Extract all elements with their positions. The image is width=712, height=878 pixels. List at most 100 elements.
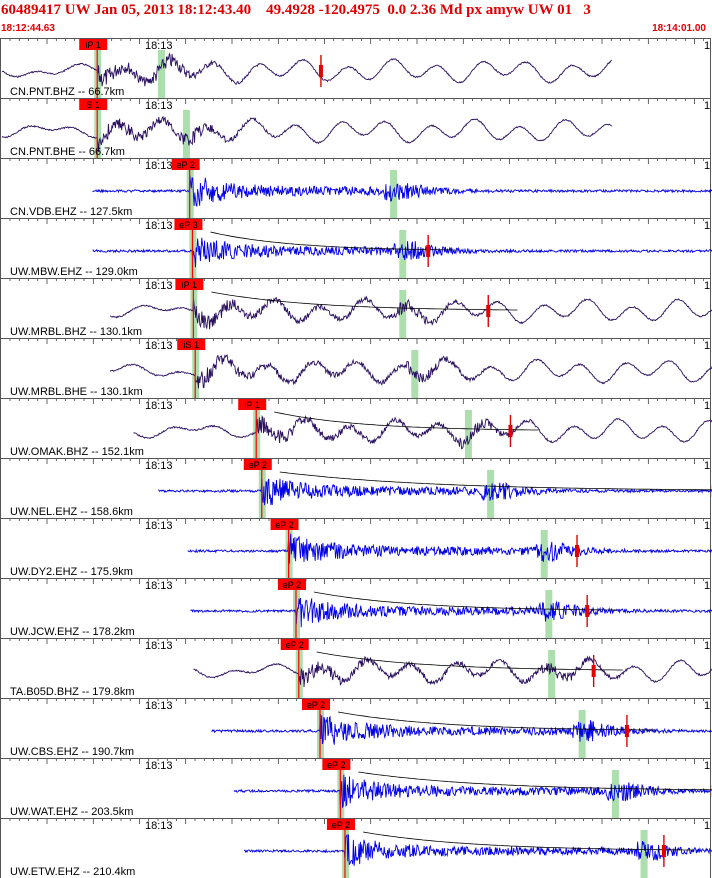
time-label: 18:13 — [145, 40, 173, 52]
s-pick-window — [611, 770, 619, 818]
coda-curve — [337, 711, 656, 731]
time-label: 18:13 — [145, 760, 173, 772]
pick-box — [243, 459, 272, 470]
event-header: 60489417 UW Jan 05, 2013 18:12:43.40 49.… — [0, 0, 712, 38]
s-pick-window — [390, 170, 398, 218]
s-pick-window — [182, 110, 190, 158]
pick-box — [326, 819, 355, 830]
scale-label: 1 — [704, 100, 710, 112]
time-label: 18:13 — [145, 460, 173, 472]
panel-frame — [0, 818, 711, 878]
scale-label: 1 — [704, 760, 710, 772]
station-label: UW.MRBL.BHZ -- 130.1km — [10, 326, 142, 338]
pick-label: iP 1 — [245, 400, 260, 410]
station-label: CN.PNT.BHZ -- 66.7km — [10, 86, 124, 98]
window-end-time: 18:14:01.00 — [652, 23, 706, 34]
scale-label: 1 — [704, 700, 710, 712]
station-label: UW.MRBL.BHE -- 130.1km — [10, 386, 143, 398]
waveform-trace — [190, 597, 712, 628]
scale-label: 1 — [704, 400, 710, 412]
time-label: 18:13 — [145, 100, 173, 112]
coda-curve — [362, 831, 693, 851]
pick-box — [79, 99, 108, 110]
coda-curve — [274, 411, 539, 431]
pick-box — [322, 759, 351, 770]
pick-label: eP 2 — [275, 520, 293, 530]
s-pick-window — [548, 650, 556, 698]
time-label: 18:13 — [145, 700, 173, 712]
coda-curve — [313, 591, 617, 611]
waveform-trace — [1, 115, 612, 153]
station-label: UW.DY2.EHZ -- 175.9km — [10, 566, 133, 578]
pick-label: eP 2 — [286, 640, 304, 650]
waveform-trace — [233, 774, 712, 810]
coda-curve — [210, 231, 457, 251]
station-label: TA.B05D.BHZ -- 179.8km — [10, 686, 135, 698]
seismogram-panels: 18:13 1 iP 1 CN.PNT.BHZ -- 66.7km 18:13 1 S 1 C… — [0, 38, 712, 878]
waveform-trace — [92, 237, 712, 268]
waveform-trace — [211, 713, 712, 745]
pick-label: eP 2 — [327, 760, 345, 770]
coda-curve — [279, 471, 712, 491]
scale-label: 1 — [704, 460, 710, 472]
station-label: UW.JCW.EHZ -- 178.2km — [10, 626, 135, 638]
pick-label: iP 1 — [86, 40, 101, 50]
scale-label: 1 — [704, 520, 710, 532]
pick-box — [238, 399, 267, 410]
waveform-trace — [1, 52, 612, 87]
waveform-trace — [109, 354, 712, 389]
waveform-trace — [133, 414, 712, 450]
pick-box — [79, 39, 108, 50]
time-label: 18:13 — [145, 580, 173, 592]
scale-label: 1 — [704, 640, 710, 652]
pick-label: eP 2 — [332, 820, 350, 830]
pick-box — [177, 339, 206, 350]
scale-label: 1 — [704, 280, 710, 292]
pick-label: eP 3 — [179, 220, 197, 230]
time-label: 18:13 — [145, 160, 173, 172]
waveform-trace — [92, 175, 712, 207]
waveform-trace — [187, 533, 712, 564]
station-label: UW.WAT.EHZ -- 203.5km — [10, 806, 133, 818]
pick-box — [171, 159, 200, 170]
time-label: 18:13 — [145, 820, 173, 832]
pick-label: S 1 — [86, 100, 100, 110]
window-start-time: 18:12:44.63 — [1, 23, 55, 34]
waveform-trace — [243, 834, 712, 866]
scale-label: 1 — [704, 40, 710, 52]
s-pick-window — [640, 830, 648, 878]
pick-box — [174, 219, 203, 230]
amplitude-marker-cap — [318, 65, 323, 77]
amplitude-marker-cap — [486, 305, 491, 317]
pick-box — [270, 519, 299, 530]
pick-box — [277, 579, 306, 590]
station-label: CN.VDB.EHZ -- 127.5km — [10, 206, 132, 218]
station-label: UW.ETW.EHZ -- 210.4km — [10, 866, 135, 878]
station-label: UW.CBS.EHZ -- 190.7km — [10, 746, 134, 758]
waveform-trace — [109, 295, 712, 330]
time-label: 18:13 — [145, 340, 173, 352]
pick-label: eP 2 — [249, 460, 267, 470]
amplitude-marker-cap — [585, 605, 590, 617]
time-label: 18:13 — [145, 280, 173, 292]
amplitude-marker-cap — [575, 545, 580, 557]
scale-label: 1 — [704, 580, 710, 592]
station-label: UW.OMAK.BHZ -- 152.1km — [10, 446, 144, 458]
pick-label: eP 2 — [283, 580, 301, 590]
pick-box — [302, 699, 331, 710]
station-label: UW.MBW.EHZ -- 129.0km — [10, 266, 138, 278]
scale-label: 1 — [704, 220, 710, 232]
pick-box — [175, 279, 204, 290]
station-label: UW.NEL.EHZ -- 158.6km — [10, 506, 133, 518]
pick-label: iS 1 — [183, 340, 199, 350]
coda-curve — [358, 771, 712, 791]
waveform-trace — [158, 478, 712, 506]
time-label: 18:13 — [145, 220, 173, 232]
amplitude-marker-cap — [661, 845, 666, 857]
scale-label: 1 — [704, 160, 710, 172]
scale-label: 1 — [704, 340, 710, 352]
s-pick-window — [158, 50, 166, 98]
time-label: 18:13 — [145, 520, 173, 532]
waveform-trace — [193, 655, 712, 688]
s-pick-window — [464, 410, 472, 458]
